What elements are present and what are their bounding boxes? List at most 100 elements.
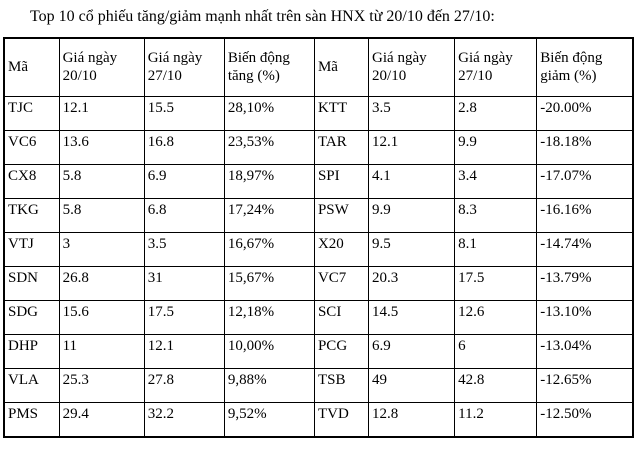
change-percent-cell: -17.07% bbox=[536, 163, 634, 199]
ticker-cell: CX8 bbox=[3, 163, 60, 199]
price-cell: 14.5 bbox=[368, 299, 456, 335]
price-cell: 6.9 bbox=[368, 333, 456, 369]
table-row: DHP 11 12.1 10,00% PCG 6.9 6 -13.04% bbox=[3, 333, 634, 369]
price-cell: 2.8 bbox=[454, 95, 538, 131]
price-cell: 12.1 bbox=[58, 95, 145, 131]
table-row: CX8 5.8 6.9 18,97% SPI 4.1 3.4 -17.07% bbox=[3, 163, 634, 199]
ticker-cell: PMS bbox=[3, 401, 60, 438]
change-percent-cell: 10,00% bbox=[223, 333, 315, 369]
price-cell: 13.6 bbox=[58, 129, 145, 165]
change-percent-cell: -18.18% bbox=[536, 129, 634, 165]
ticker-cell: SCI bbox=[313, 299, 370, 335]
ticker-cell: VC7 bbox=[313, 265, 370, 301]
ticker-cell: PCG bbox=[313, 333, 370, 369]
price-cell: 3.5 bbox=[143, 231, 225, 267]
price-cell: 16.8 bbox=[143, 129, 225, 165]
ticker-cell: SPI bbox=[313, 163, 370, 199]
price-cell: 12.6 bbox=[454, 299, 538, 335]
price-cell: 12.1 bbox=[368, 129, 456, 165]
column-header: Giá ngày 20/10 bbox=[368, 37, 456, 97]
price-cell: 49 bbox=[368, 367, 456, 403]
table-row: SDG 15.6 17.5 12,18% SCI 14.5 12.6 -13.10% bbox=[3, 299, 634, 335]
table-row: TKG 5.8 6.8 17,24% PSW 9.9 8.3 -16.16% bbox=[3, 197, 634, 233]
table-row: SDN 26.8 31 15,67% VC7 20.3 17.5 -13.79% bbox=[3, 265, 634, 301]
change-percent-cell: 16,67% bbox=[223, 231, 315, 267]
price-cell: 8.3 bbox=[454, 197, 538, 233]
page-title: Top 10 cổ phiếu tăng/giảm mạnh nhất trên… bbox=[30, 8, 495, 25]
change-percent-cell: -14.74% bbox=[536, 231, 634, 267]
price-cell: 3.5 bbox=[368, 95, 456, 131]
column-header: Biến động tăng (%) bbox=[223, 37, 315, 97]
price-cell: 15.5 bbox=[143, 95, 225, 131]
ticker-cell: VTJ bbox=[3, 231, 60, 267]
price-cell: 27.8 bbox=[143, 367, 225, 403]
change-percent-cell: -13.10% bbox=[536, 299, 634, 335]
column-header: Giá ngày 27/10 bbox=[454, 37, 538, 97]
change-percent-cell: 23,53% bbox=[223, 129, 315, 165]
change-percent-cell: 17,24% bbox=[223, 197, 315, 233]
price-cell: 11.2 bbox=[454, 401, 538, 438]
price-cell: 42.8 bbox=[454, 367, 538, 403]
column-header: Mã bbox=[3, 37, 60, 97]
ticker-cell: KTT bbox=[313, 95, 370, 131]
price-cell: 32.2 bbox=[143, 401, 225, 438]
price-cell: 6 bbox=[454, 333, 538, 369]
price-cell: 9.9 bbox=[368, 197, 456, 233]
change-percent-cell: -12.65% bbox=[536, 367, 634, 403]
table-row: VC6 13.6 16.8 23,53% TAR 12.1 9.9 -18.18% bbox=[3, 129, 634, 165]
price-cell: 3 bbox=[58, 231, 145, 267]
change-percent-cell: -16.16% bbox=[536, 197, 634, 233]
change-percent-cell: -13.04% bbox=[536, 333, 634, 369]
price-cell: 8.1 bbox=[454, 231, 538, 267]
column-header: Mã bbox=[313, 37, 370, 97]
price-cell: 29.4 bbox=[58, 401, 145, 438]
ticker-cell: TSB bbox=[313, 367, 370, 403]
table-row: TJC 12.1 15.5 28,10% KTT 3.5 2.8 -20.00% bbox=[3, 95, 634, 131]
change-percent-cell: 18,97% bbox=[223, 163, 315, 199]
price-cell: 31 bbox=[143, 265, 225, 301]
ticker-cell: PSW bbox=[313, 197, 370, 233]
ticker-cell: TJC bbox=[3, 95, 60, 131]
price-cell: 17.5 bbox=[143, 299, 225, 335]
ticker-cell: TKG bbox=[3, 197, 60, 233]
hnx-top10-table: Mã Giá ngày 20/10 Giá ngày 27/10 Biến động … bbox=[3, 36, 634, 438]
price-cell: 11 bbox=[58, 333, 145, 369]
price-cell: 5.8 bbox=[58, 197, 145, 233]
price-cell: 6.9 bbox=[143, 163, 225, 199]
price-cell: 12.8 bbox=[368, 401, 456, 438]
price-cell: 6.8 bbox=[143, 197, 225, 233]
price-cell: 12.1 bbox=[143, 333, 225, 369]
change-percent-cell: 15,67% bbox=[223, 265, 315, 301]
column-header: Biến động giảm (%) bbox=[536, 37, 634, 97]
change-percent-cell: 12,18% bbox=[223, 299, 315, 335]
table-row: VLA 25.3 27.8 9,88% TSB 49 42.8 -12.65% bbox=[3, 367, 634, 403]
table-row: PMS 29.4 32.2 9,52% TVD 12.8 11.2 -12.50% bbox=[3, 401, 634, 438]
price-cell: 26.8 bbox=[58, 265, 145, 301]
price-cell: 15.6 bbox=[58, 299, 145, 335]
price-cell: 9.9 bbox=[454, 129, 538, 165]
change-percent-cell: 9,52% bbox=[223, 401, 315, 438]
price-cell: 4.1 bbox=[368, 163, 456, 199]
ticker-cell: VLA bbox=[3, 367, 60, 403]
price-cell: 9.5 bbox=[368, 231, 456, 267]
column-header: Giá ngày 27/10 bbox=[143, 37, 225, 97]
ticker-cell: TVD bbox=[313, 401, 370, 438]
change-percent-cell: 28,10% bbox=[223, 95, 315, 131]
price-cell: 20.3 bbox=[368, 265, 456, 301]
price-cell: 5.8 bbox=[58, 163, 145, 199]
price-cell: 17.5 bbox=[454, 265, 538, 301]
price-cell: 3.4 bbox=[454, 163, 538, 199]
change-percent-cell: -12.50% bbox=[536, 401, 634, 438]
ticker-cell: SDG bbox=[3, 299, 60, 335]
change-percent-cell: -20.00% bbox=[536, 95, 634, 131]
ticker-cell: VC6 bbox=[3, 129, 60, 165]
ticker-cell: SDN bbox=[3, 265, 60, 301]
change-percent-cell: 9,88% bbox=[223, 367, 315, 403]
ticker-cell: DHP bbox=[3, 333, 60, 369]
column-header: Giá ngày 20/10 bbox=[58, 37, 145, 97]
price-cell: 25.3 bbox=[58, 367, 145, 403]
change-percent-cell: -13.79% bbox=[536, 265, 634, 301]
header-row: Mã Giá ngày 20/10 Giá ngày 27/10 Biến động … bbox=[3, 37, 634, 97]
table-body: TJC 12.1 15.5 28,10% KTT 3.5 2.8 -20.00% VC6 13.6… bbox=[3, 95, 634, 438]
ticker-cell: TAR bbox=[313, 129, 370, 165]
